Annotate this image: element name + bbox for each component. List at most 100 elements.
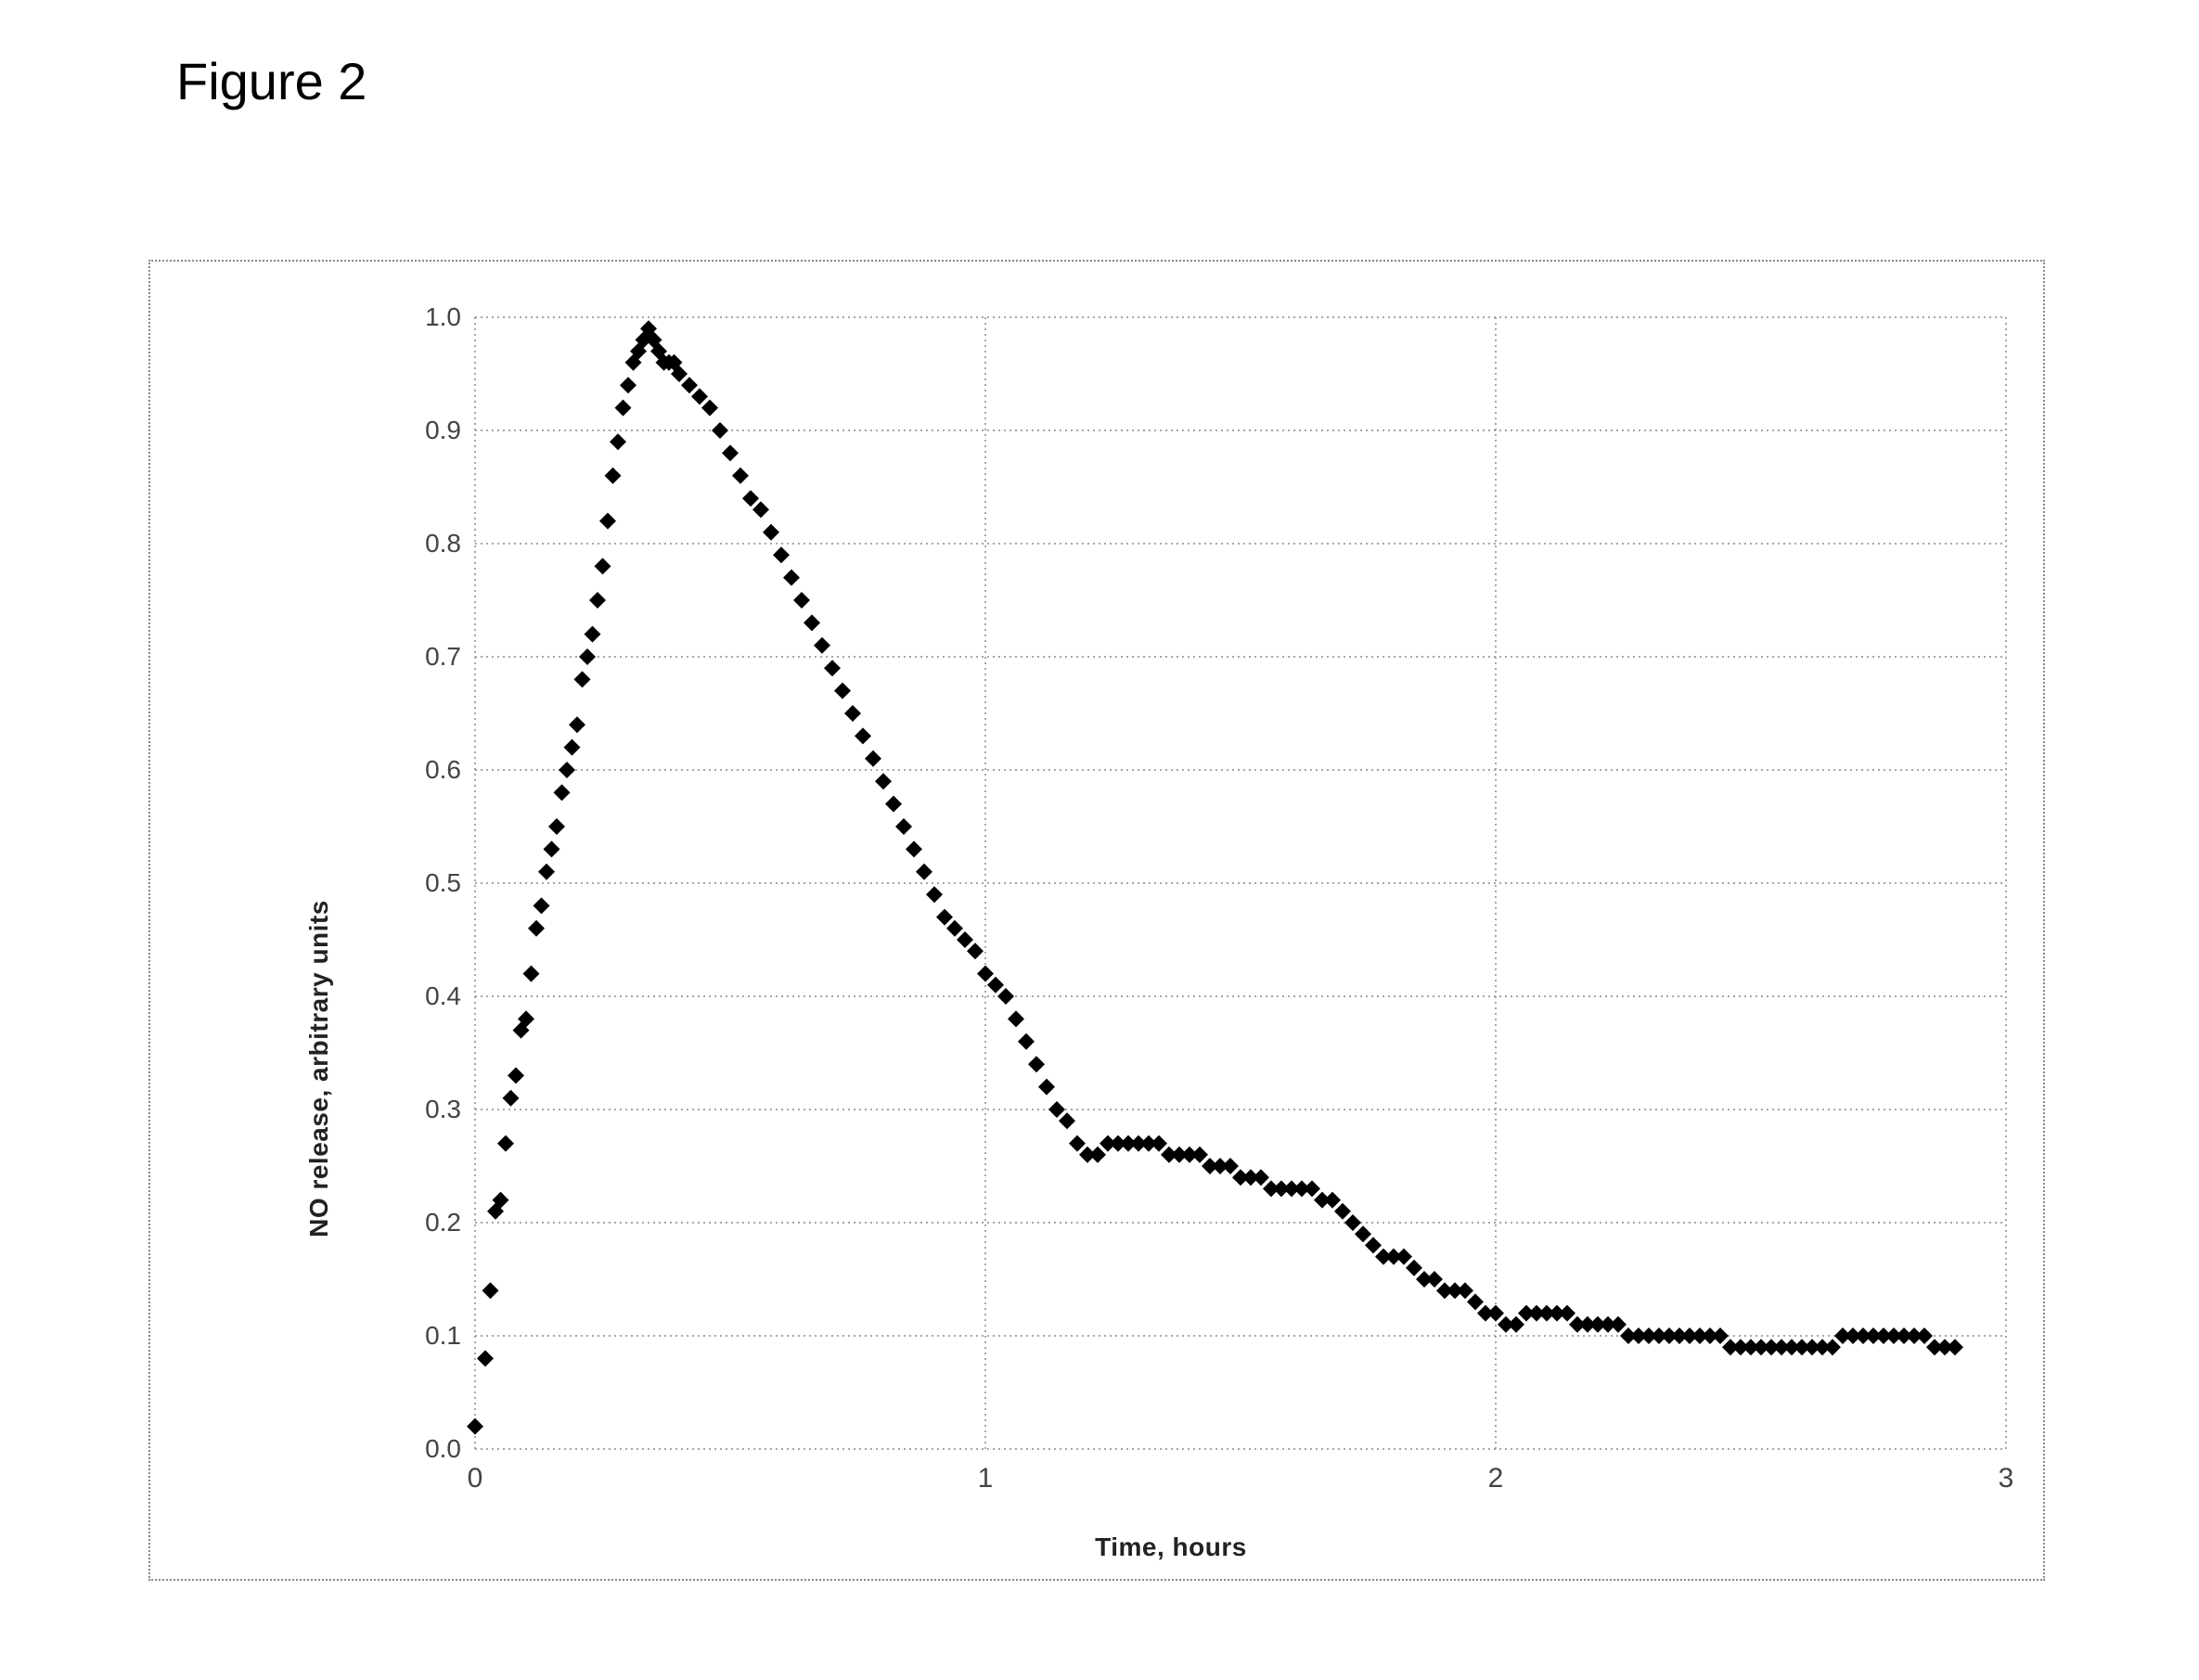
y-tick-label: 0.4 bbox=[405, 981, 461, 1011]
data-point bbox=[1467, 1293, 1484, 1310]
data-point bbox=[620, 377, 637, 393]
data-point bbox=[865, 750, 881, 767]
data-point bbox=[855, 727, 871, 744]
data-point bbox=[844, 705, 861, 722]
data-point bbox=[1344, 1214, 1361, 1231]
data-point bbox=[916, 864, 932, 880]
data-point bbox=[926, 886, 943, 903]
data-point bbox=[1191, 1147, 1208, 1163]
data-point bbox=[1028, 1056, 1045, 1072]
data-point bbox=[508, 1067, 524, 1084]
data-point bbox=[997, 988, 1014, 1005]
data-point bbox=[1222, 1158, 1239, 1174]
data-point bbox=[579, 648, 596, 665]
y-tick-label: 0.1 bbox=[405, 1321, 461, 1351]
data-point bbox=[977, 966, 994, 982]
data-point bbox=[1457, 1282, 1473, 1299]
data-point bbox=[1048, 1101, 1065, 1118]
data-point bbox=[895, 818, 912, 835]
data-point bbox=[564, 739, 581, 756]
data-point bbox=[773, 546, 790, 563]
data-point bbox=[1406, 1260, 1422, 1276]
data-point bbox=[482, 1282, 499, 1299]
data-point bbox=[523, 966, 540, 982]
data-point bbox=[605, 468, 622, 484]
y-tick-label: 1.0 bbox=[405, 302, 461, 332]
data-point bbox=[1355, 1225, 1371, 1242]
data-point bbox=[1395, 1249, 1412, 1265]
data-point bbox=[814, 637, 830, 654]
data-point bbox=[1365, 1237, 1382, 1253]
data-point bbox=[1508, 1316, 1524, 1333]
x-tick-label: 3 bbox=[1999, 1463, 2014, 1494]
data-point bbox=[554, 784, 571, 801]
data-point bbox=[1487, 1305, 1504, 1322]
data-point bbox=[497, 1135, 514, 1152]
data-point bbox=[1324, 1192, 1341, 1209]
data-point bbox=[610, 433, 626, 450]
x-tick-label: 2 bbox=[1488, 1463, 1504, 1494]
data-point bbox=[1947, 1339, 1963, 1355]
data-point bbox=[1253, 1169, 1269, 1186]
data-point bbox=[589, 592, 606, 609]
chart-frame: NO release, arbitrary units Time, hours … bbox=[148, 260, 2045, 1581]
data-point bbox=[1824, 1339, 1841, 1355]
x-axis-label: Time, hours bbox=[1095, 1533, 1247, 1562]
data-point bbox=[599, 513, 616, 530]
data-point bbox=[885, 796, 902, 813]
x-tick-label: 0 bbox=[468, 1463, 483, 1494]
y-tick-label: 0.8 bbox=[405, 529, 461, 558]
data-point bbox=[467, 1418, 483, 1435]
data-point bbox=[1008, 1010, 1024, 1027]
y-tick-label: 0.5 bbox=[405, 868, 461, 898]
data-point bbox=[834, 683, 851, 699]
y-axis-label: NO release, arbitrary units bbox=[304, 900, 334, 1238]
data-point bbox=[957, 931, 973, 948]
data-point bbox=[534, 897, 550, 914]
y-tick-label: 0.2 bbox=[405, 1208, 461, 1238]
data-point bbox=[559, 762, 575, 778]
data-point bbox=[503, 1090, 520, 1107]
data-point bbox=[595, 558, 611, 574]
data-point bbox=[1151, 1135, 1167, 1152]
data-point bbox=[763, 524, 779, 541]
data-point bbox=[1426, 1271, 1443, 1288]
data-point bbox=[906, 840, 922, 857]
data-point bbox=[1916, 1327, 1933, 1344]
chart-svg bbox=[150, 262, 2043, 1579]
data-point bbox=[1069, 1135, 1086, 1152]
data-point bbox=[722, 444, 739, 461]
data-point bbox=[732, 468, 749, 484]
data-point bbox=[742, 490, 759, 507]
data-point bbox=[875, 773, 892, 789]
data-point bbox=[824, 660, 841, 676]
figure-title: Figure 2 bbox=[176, 51, 366, 111]
data-point bbox=[477, 1350, 494, 1366]
data-point bbox=[1038, 1079, 1055, 1096]
y-tick-label: 0.7 bbox=[405, 642, 461, 672]
data-point bbox=[967, 943, 984, 959]
data-point bbox=[1304, 1180, 1320, 1197]
data-point bbox=[1712, 1327, 1729, 1344]
data-point bbox=[585, 626, 601, 643]
y-tick-label: 0.9 bbox=[405, 416, 461, 445]
data-point bbox=[615, 400, 632, 417]
y-tick-label: 0.3 bbox=[405, 1095, 461, 1124]
data-point bbox=[1610, 1316, 1627, 1333]
data-point bbox=[804, 614, 820, 631]
data-point bbox=[569, 716, 585, 733]
data-point bbox=[712, 422, 728, 439]
page-root: Figure 2 NO release, arbitrary units Tim… bbox=[0, 0, 2199, 1680]
data-point bbox=[1334, 1203, 1351, 1220]
data-point bbox=[783, 570, 800, 586]
y-tick-label: 0.6 bbox=[405, 755, 461, 785]
data-point bbox=[1018, 1033, 1035, 1050]
data-point bbox=[701, 400, 718, 417]
data-point bbox=[528, 920, 545, 937]
data-point bbox=[1059, 1112, 1075, 1129]
data-point bbox=[544, 840, 560, 857]
data-point bbox=[946, 920, 963, 937]
data-point bbox=[574, 671, 591, 687]
data-point bbox=[752, 501, 769, 518]
data-point bbox=[681, 377, 698, 393]
